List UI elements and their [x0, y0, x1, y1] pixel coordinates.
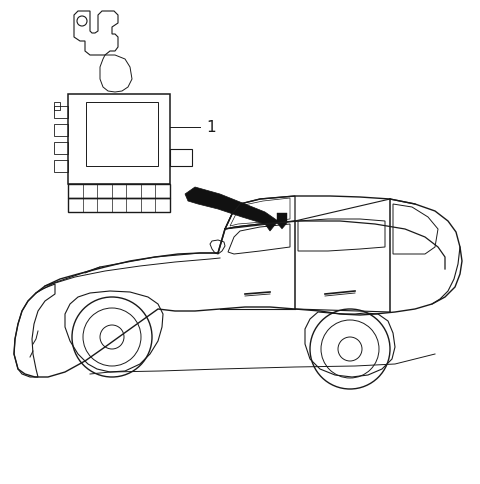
Polygon shape [277, 213, 287, 229]
Polygon shape [185, 188, 278, 231]
Text: 1: 1 [206, 120, 216, 135]
